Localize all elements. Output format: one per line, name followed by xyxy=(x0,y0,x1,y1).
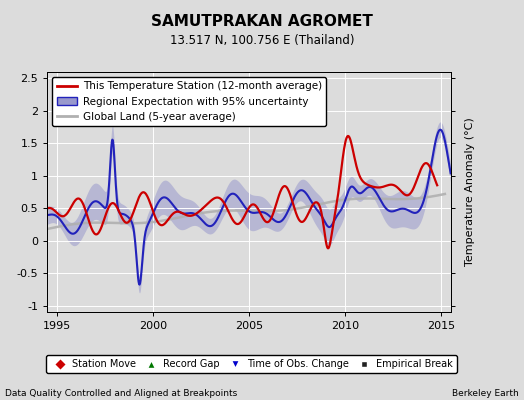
Legend: This Temperature Station (12-month average), Regional Expectation with 95% uncer: This Temperature Station (12-month avera… xyxy=(52,77,326,126)
Text: Berkeley Earth: Berkeley Earth xyxy=(452,389,519,398)
Y-axis label: Temperature Anomaly (°C): Temperature Anomaly (°C) xyxy=(465,118,475,266)
Text: SAMUTPRAKAN AGROMET: SAMUTPRAKAN AGROMET xyxy=(151,14,373,29)
Text: 13.517 N, 100.756 E (Thailand): 13.517 N, 100.756 E (Thailand) xyxy=(170,34,354,47)
Text: Data Quality Controlled and Aligned at Breakpoints: Data Quality Controlled and Aligned at B… xyxy=(5,389,237,398)
Legend: Station Move, Record Gap, Time of Obs. Change, Empirical Break: Station Move, Record Gap, Time of Obs. C… xyxy=(47,355,456,373)
